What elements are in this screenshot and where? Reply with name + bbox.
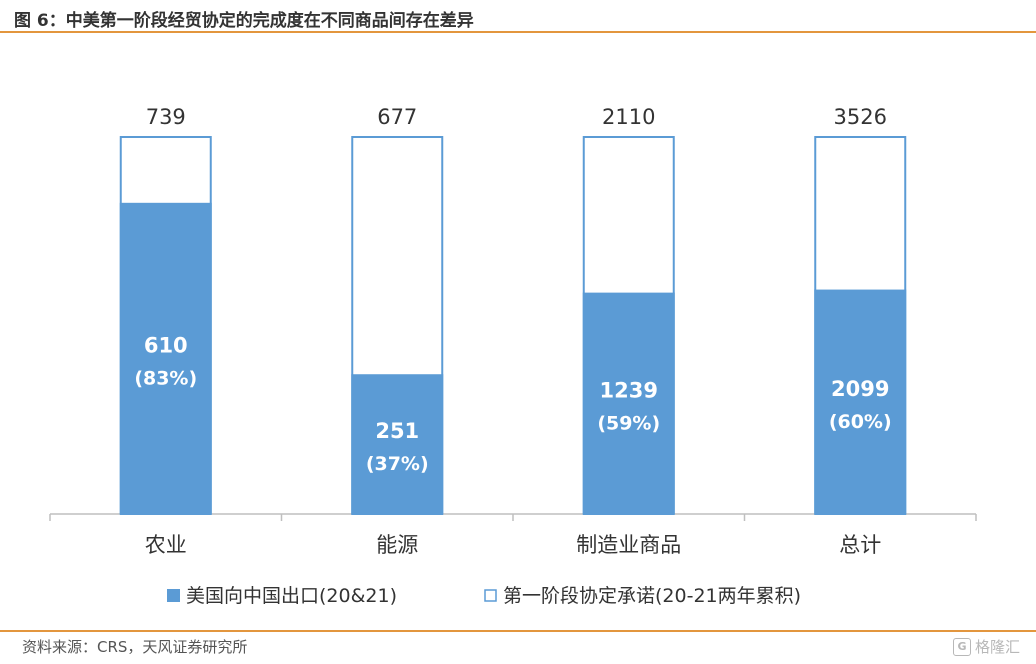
- export-bar: [351, 374, 444, 514]
- legend-swatch-commitment: [484, 589, 497, 602]
- title-rule: [0, 31, 1036, 33]
- export-percent-label: (59%): [597, 412, 660, 434]
- watermark-text: 格隆汇: [974, 638, 1020, 656]
- watermark-logo-icon: G: [952, 637, 971, 656]
- figure-title: 图 6：中美第一阶段经贸协定的完成度在不同商品间存在差异: [14, 11, 474, 31]
- export-percent-label: (83%): [134, 367, 197, 389]
- footer-rule: [0, 630, 1036, 632]
- export-value-label: 251: [375, 419, 419, 443]
- source-note: 资料来源：CRS，天风证券研究所: [22, 638, 248, 656]
- export-bar: [814, 289, 907, 514]
- export-value-label: 1239: [600, 378, 658, 402]
- legend-label-exports: 美国向中国出口(20&21): [186, 585, 397, 607]
- commitment-value-label: 2110: [602, 105, 655, 129]
- stacked-bar-chart: 739 610 (83%) 农业 677 251 (37%) 能源 2110 1239 (59%) 制…: [49, 105, 977, 607]
- legend-label-commitment: 第一阶段协定承诺(20-21两年累积): [503, 585, 801, 607]
- category-label: 农业: [145, 533, 187, 557]
- watermark: G 格隆汇: [952, 636, 1020, 657]
- commitment-value-label: 677: [377, 105, 417, 129]
- category-label: 能源: [376, 533, 418, 557]
- export-percent-label: (60%): [829, 411, 892, 433]
- export-bar: [582, 292, 675, 514]
- category-label: 总计: [839, 533, 881, 557]
- export-value-label: 610: [144, 333, 188, 357]
- export-percent-label: (37%): [366, 453, 429, 475]
- export-bar: [119, 202, 212, 514]
- commitment-value-label: 739: [146, 105, 186, 129]
- legend-swatch-exports: [167, 589, 180, 602]
- export-value-label: 2099: [831, 377, 889, 401]
- commitment-value-label: 3526: [834, 105, 887, 129]
- category-label: 制造业商品: [576, 533, 681, 557]
